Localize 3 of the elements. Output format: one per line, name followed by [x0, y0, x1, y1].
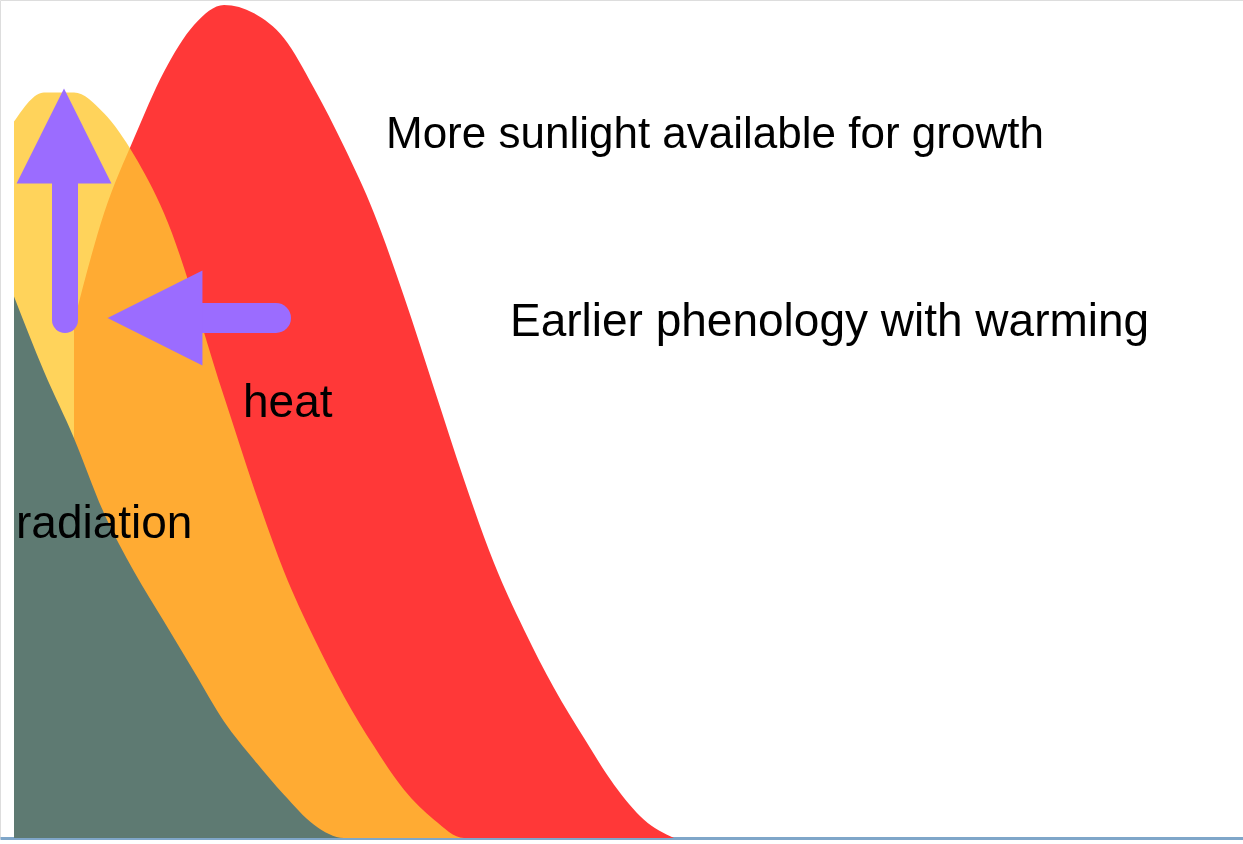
- annotation: More sunlight available for growth: [386, 108, 1044, 157]
- annotation: Earlier phenology with warming: [510, 294, 1150, 346]
- annotation: heat: [243, 375, 333, 427]
